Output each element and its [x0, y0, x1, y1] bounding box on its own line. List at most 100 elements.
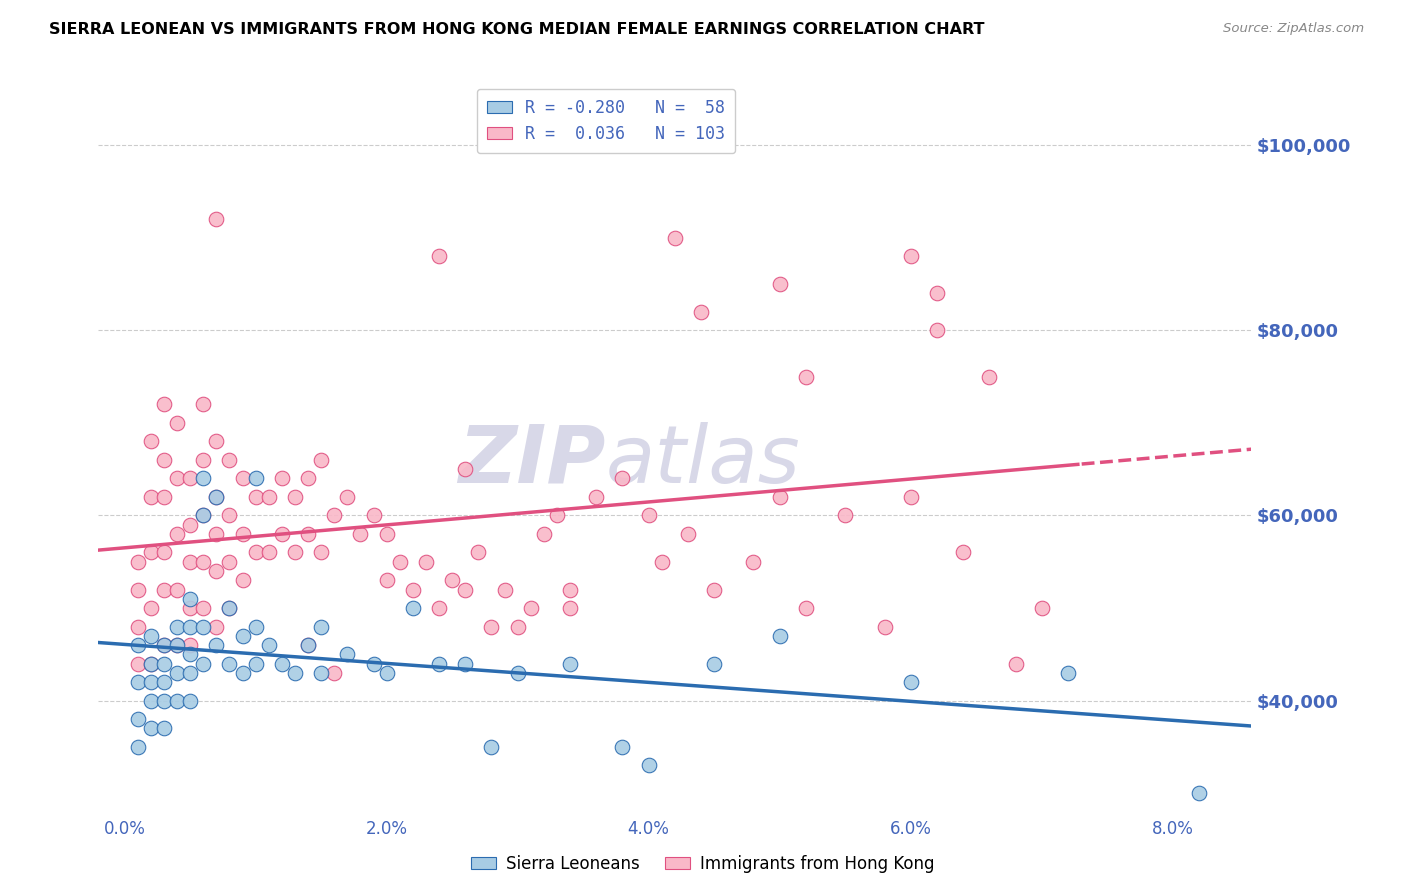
- Point: [454, 462, 477, 476]
- Point: [637, 758, 659, 772]
- Point: [153, 638, 176, 652]
- Point: [873, 619, 896, 633]
- Point: [232, 629, 254, 643]
- Point: [218, 657, 240, 671]
- Point: [284, 665, 307, 680]
- Point: [336, 490, 359, 504]
- Point: [979, 369, 1001, 384]
- Point: [454, 582, 477, 597]
- Point: [193, 657, 215, 671]
- Point: [127, 619, 149, 633]
- Point: [1188, 786, 1211, 800]
- Point: [153, 693, 176, 707]
- Point: [309, 453, 332, 467]
- Point: [166, 638, 188, 652]
- Point: [166, 693, 188, 707]
- Legend: Sierra Leoneans, Immigrants from Hong Kong: Sierra Leoneans, Immigrants from Hong Ko…: [465, 848, 941, 880]
- Point: [245, 490, 267, 504]
- Point: [205, 638, 228, 652]
- Point: [323, 665, 346, 680]
- Point: [153, 638, 176, 652]
- Point: [153, 657, 176, 671]
- Point: [558, 582, 581, 597]
- Point: [127, 582, 149, 597]
- Point: [193, 508, 215, 523]
- Point: [127, 555, 149, 569]
- Point: [402, 601, 425, 615]
- Point: [533, 527, 555, 541]
- Point: [127, 638, 149, 652]
- Point: [585, 490, 607, 504]
- Point: [651, 555, 673, 569]
- Point: [218, 555, 240, 569]
- Point: [323, 508, 346, 523]
- Point: [166, 638, 188, 652]
- Point: [139, 693, 162, 707]
- Point: [925, 286, 948, 301]
- Point: [309, 545, 332, 559]
- Point: [193, 508, 215, 523]
- Point: [742, 555, 765, 569]
- Point: [153, 490, 176, 504]
- Point: [153, 397, 176, 411]
- Point: [139, 434, 162, 449]
- Point: [193, 619, 215, 633]
- Point: [166, 619, 188, 633]
- Point: [179, 555, 201, 569]
- Point: [179, 665, 201, 680]
- Point: [193, 601, 215, 615]
- Point: [363, 508, 385, 523]
- Point: [676, 527, 699, 541]
- Point: [1004, 657, 1026, 671]
- Point: [427, 657, 450, 671]
- Point: [218, 601, 240, 615]
- Point: [166, 527, 188, 541]
- Point: [153, 453, 176, 467]
- Text: atlas: atlas: [606, 422, 800, 500]
- Point: [297, 471, 319, 485]
- Point: [402, 582, 425, 597]
- Point: [179, 591, 201, 606]
- Point: [769, 490, 792, 504]
- Point: [558, 601, 581, 615]
- Point: [245, 471, 267, 485]
- Point: [127, 739, 149, 754]
- Point: [834, 508, 856, 523]
- Text: SIERRA LEONEAN VS IMMIGRANTS FROM HONG KONG MEDIAN FEMALE EARNINGS CORRELATION C: SIERRA LEONEAN VS IMMIGRANTS FROM HONG K…: [49, 22, 984, 37]
- Point: [769, 629, 792, 643]
- Point: [257, 490, 280, 504]
- Point: [349, 527, 371, 541]
- Point: [232, 471, 254, 485]
- Point: [139, 657, 162, 671]
- Point: [506, 665, 529, 680]
- Point: [703, 582, 725, 597]
- Point: [1031, 601, 1053, 615]
- Point: [664, 230, 686, 244]
- Point: [481, 739, 503, 754]
- Point: [297, 638, 319, 652]
- Point: [205, 527, 228, 541]
- Point: [139, 601, 162, 615]
- Point: [166, 582, 188, 597]
- Point: [153, 675, 176, 690]
- Point: [270, 657, 292, 671]
- Point: [441, 574, 464, 588]
- Point: [257, 638, 280, 652]
- Point: [205, 434, 228, 449]
- Point: [612, 739, 634, 754]
- Point: [139, 657, 162, 671]
- Legend: R = -0.280   N =  58, R =  0.036   N = 103: R = -0.280 N = 58, R = 0.036 N = 103: [477, 88, 735, 153]
- Point: [363, 657, 385, 671]
- Point: [388, 555, 411, 569]
- Point: [612, 471, 634, 485]
- Point: [139, 545, 162, 559]
- Point: [794, 601, 817, 615]
- Point: [900, 490, 922, 504]
- Point: [900, 249, 922, 263]
- Point: [703, 657, 725, 671]
- Point: [166, 471, 188, 485]
- Point: [375, 527, 398, 541]
- Point: [454, 657, 477, 671]
- Point: [127, 712, 149, 726]
- Point: [427, 601, 450, 615]
